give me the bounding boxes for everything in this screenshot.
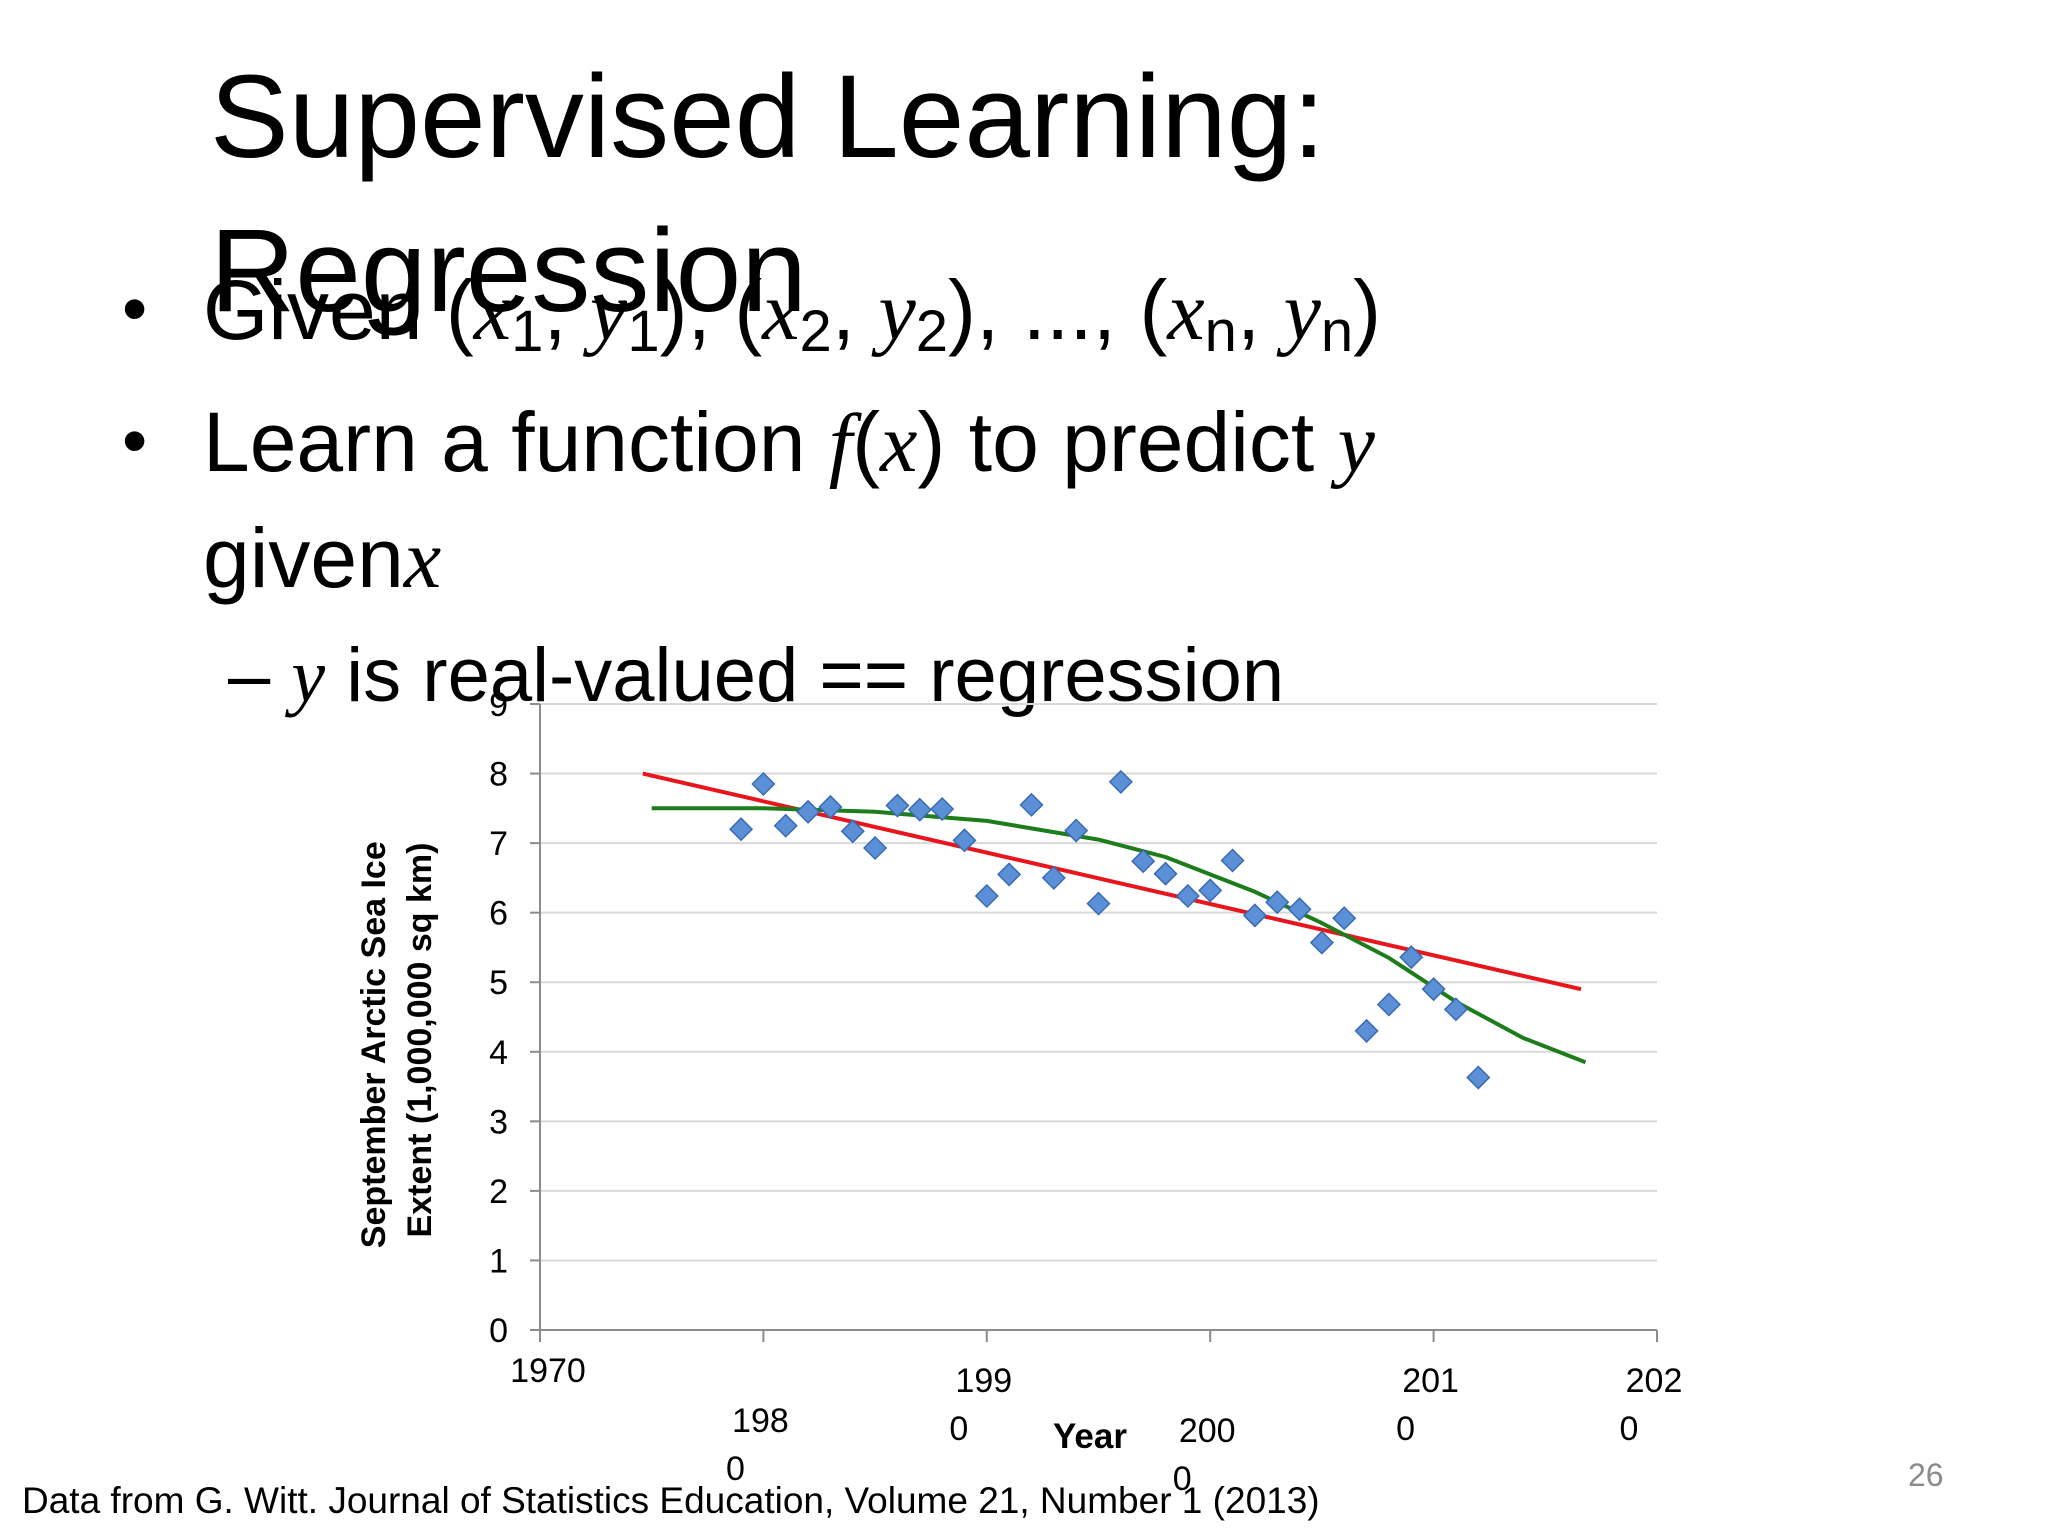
var-x: x	[403, 513, 442, 606]
data-source-caption: Data from G. Witt. Journal of Statistics…	[22, 1480, 1320, 1521]
var-y-sub: y	[291, 634, 326, 718]
y-tick-label: 9	[489, 686, 508, 724]
data-point	[1108, 769, 1133, 794]
x-tick-label: 202 0	[1620, 1362, 1683, 1448]
y-tick-label: 2	[489, 1173, 508, 1211]
var-x2: x	[762, 265, 800, 358]
data-point	[1309, 930, 1334, 955]
data-point	[1153, 861, 1178, 886]
data-point	[1086, 891, 1111, 916]
y-tick-label: 1	[489, 1242, 508, 1280]
bullet-given: Given (x1, y1), (x2, y2), ..., (xn, yn)	[203, 263, 1382, 364]
data-point	[952, 828, 977, 853]
slide-title: Supervised Learning: Regression	[210, 51, 1326, 337]
data-point	[1131, 849, 1156, 874]
bullet-dot: •	[122, 269, 148, 349]
var-y: y	[1337, 397, 1375, 490]
var-xn: x	[1167, 265, 1205, 358]
data-point	[1220, 848, 1245, 873]
given-text: Given	[203, 263, 446, 357]
data-point	[1175, 883, 1200, 909]
learn-text: Learn a function	[203, 395, 829, 489]
x-tick-label: 1970	[510, 1352, 586, 1390]
var-y1: y	[590, 265, 628, 358]
x-tick-label: 200 0	[1173, 1412, 1236, 1498]
data-point	[907, 797, 932, 822]
data-point	[930, 796, 955, 822]
x-axis-label: Year	[1053, 1417, 1127, 1456]
data-point	[1421, 977, 1446, 1002]
data-point	[863, 835, 888, 861]
sub-x1: 1	[511, 299, 544, 364]
var-yn: y	[1283, 265, 1321, 358]
data-point	[1064, 818, 1089, 843]
x-tick-label: 199 0	[949, 1362, 1012, 1448]
data-point	[1443, 997, 1469, 1022]
ellipsis: ...	[1022, 263, 1093, 357]
data-point	[1354, 1018, 1379, 1043]
x-tick-label: 198 0	[726, 1402, 789, 1488]
data-point	[728, 817, 754, 842]
data-point	[1019, 792, 1044, 817]
data-point	[1466, 1065, 1491, 1090]
data-point	[1399, 945, 1424, 970]
y-axis-label: September Arctic Sea Ice Extent (1,000,0…	[355, 832, 439, 1248]
sub-x2: 2	[799, 299, 832, 364]
data-point	[840, 819, 865, 844]
bullet-learn: Learn a function f(x) to predict y	[203, 395, 1375, 490]
func-f: f	[828, 397, 853, 490]
sub-yn: n	[1320, 299, 1354, 364]
y-tick-label: 8	[489, 756, 508, 794]
data-point	[1242, 903, 1267, 928]
y-axis-label-line1: September Arctic Sea Ice	[355, 841, 393, 1248]
slide-number: 26	[1908, 1457, 1944, 1493]
data-point	[751, 771, 776, 797]
sub-xn: n	[1204, 299, 1237, 364]
sub-y1: 1	[627, 299, 660, 364]
trend-line	[651, 806, 1587, 1065]
y-tick-label: 7	[489, 825, 508, 863]
y-tick-label: 4	[489, 1034, 508, 1072]
var-x1: x	[473, 265, 512, 358]
data-point	[773, 813, 798, 838]
bullet-learn-cont: givenx	[203, 510, 441, 608]
trend-line	[642, 771, 1582, 992]
data-point	[997, 862, 1022, 887]
y-tick-label: 5	[489, 964, 508, 1002]
data-point	[1332, 906, 1357, 931]
y-tick-label: 6	[489, 895, 508, 933]
x-tick-label: 201 0	[1396, 1362, 1459, 1448]
data-point	[974, 883, 999, 909]
data-point	[1376, 992, 1401, 1017]
data-point	[885, 793, 910, 818]
data-point	[1265, 890, 1290, 915]
bullet-dot: •	[122, 401, 148, 481]
y-tick-label: 0	[489, 1312, 508, 1350]
sub-y2: 2	[915, 299, 949, 364]
var-y2: y	[878, 265, 916, 358]
y-axis-label-line2: Extent (1,000,000 sq km)	[401, 843, 439, 1238]
given-word: given	[203, 511, 404, 605]
dash: –	[228, 633, 271, 718]
data-point	[818, 794, 843, 820]
y-tick-label: 3	[489, 1103, 508, 1141]
predict-text: to predict	[945, 395, 1338, 489]
func-arg-x: x	[880, 397, 918, 490]
data-point	[796, 799, 821, 824]
data-point	[1041, 865, 1066, 890]
data-point	[1287, 897, 1312, 922]
data-point	[1198, 878, 1223, 903]
